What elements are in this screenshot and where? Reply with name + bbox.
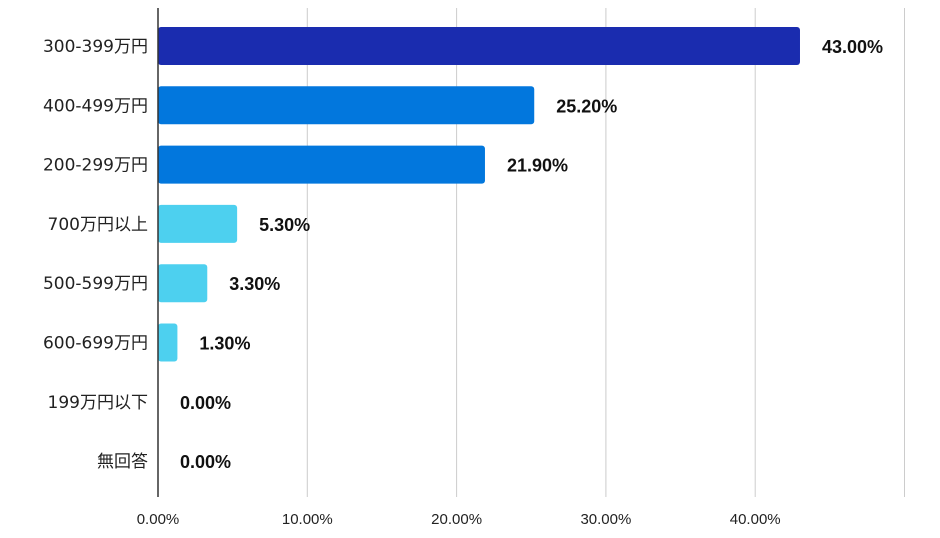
category-label: 500-599万円	[43, 274, 148, 294]
bar	[158, 204, 238, 243]
x-tick-label: 40.00%	[730, 511, 781, 528]
category-label: 200-299万円	[43, 156, 148, 176]
category-label: 600-699万円	[43, 334, 148, 354]
x-tick-labels: 0.00% 10.00% 20.00% 30.00% 40.00%	[137, 511, 781, 528]
gridlines	[306, 8, 905, 497]
x-tick-label: 10.00%	[282, 511, 333, 528]
x-tick-label: 30.00%	[580, 511, 631, 528]
value-label: 5.30%	[259, 215, 310, 235]
bar	[158, 86, 535, 125]
value-label: 25.20%	[556, 96, 617, 116]
category-label: 700万円以上	[48, 215, 148, 235]
x-tick-label: 0.00%	[137, 511, 180, 528]
value-label: 43.00%	[822, 37, 883, 57]
bar	[158, 323, 178, 362]
bar	[158, 264, 208, 303]
category-labels: 300-399万円 400-499万円 200-299万円 700万円以上 500-59…	[43, 37, 148, 472]
category-label: 300-399万円	[43, 37, 148, 57]
category-label: 無回答	[97, 452, 148, 472]
x-tick-label: 20.00%	[431, 511, 482, 528]
value-label: 3.30%	[229, 274, 280, 294]
value-label: 0.00%	[180, 393, 231, 413]
bar	[158, 145, 485, 184]
category-label: 400-499万円	[43, 96, 148, 116]
category-label: 199万円以下	[48, 393, 148, 413]
value-labels: 43.00% 25.20% 21.90% 5.30% 3.30% 1.30% 0.00% 0.…	[180, 37, 883, 472]
bar	[158, 27, 800, 65]
value-label: 1.30%	[199, 334, 250, 354]
bars	[158, 27, 800, 362]
value-label: 21.90%	[507, 156, 568, 176]
value-label: 0.00%	[180, 452, 231, 472]
